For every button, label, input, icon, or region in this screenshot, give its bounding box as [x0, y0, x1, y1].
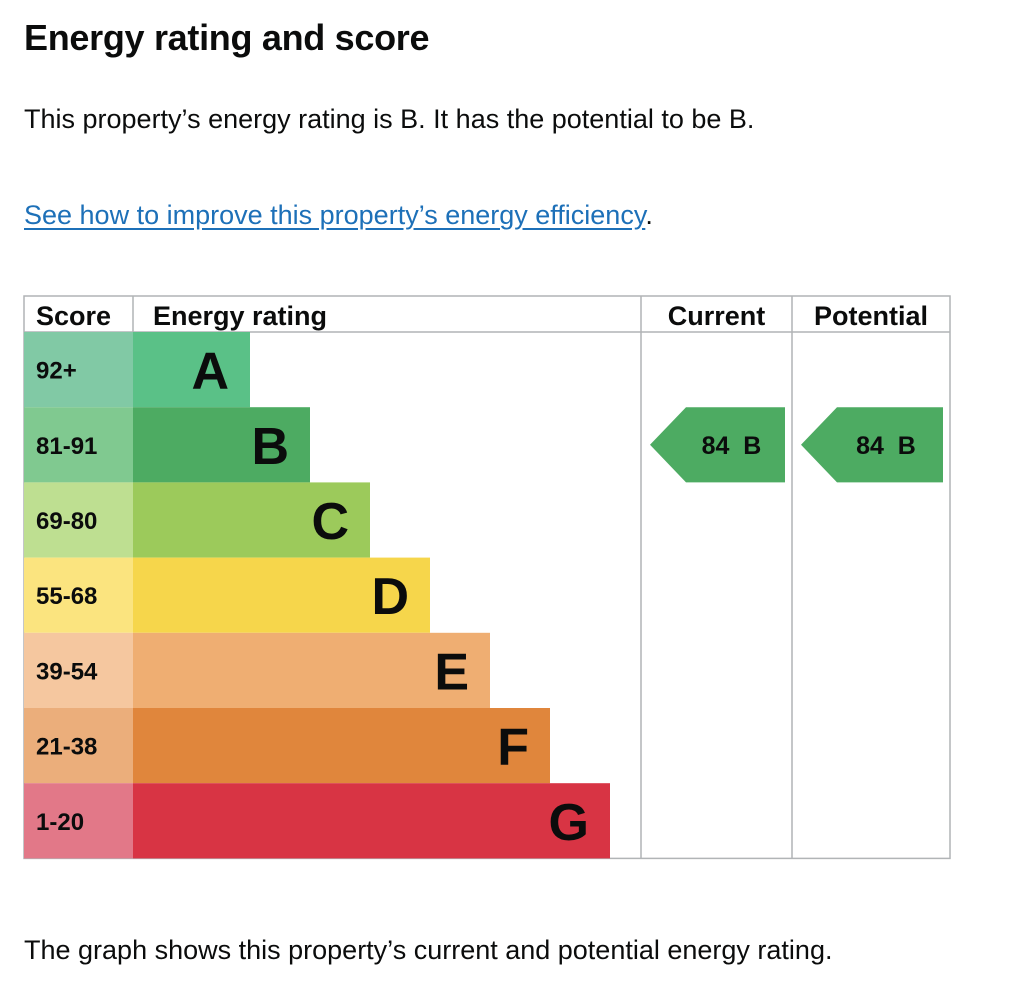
rating-letter-f: F — [497, 719, 529, 777]
rating-letter-c: C — [311, 493, 349, 551]
rating-bar-f — [133, 708, 550, 784]
rating-bar-d — [133, 557, 430, 633]
improve-line: See how to improve this property’s energ… — [24, 197, 653, 233]
rating-pointers: 84 B 84 B — [650, 407, 943, 483]
header-current: Current — [668, 301, 766, 331]
chart-caption: The graph shows this property’s current … — [24, 935, 833, 965]
score-cell-a — [24, 332, 133, 408]
rating-bar-g — [133, 783, 610, 859]
rating-bar-e — [133, 632, 490, 708]
score-range-e: 39-54 — [36, 658, 98, 685]
score-cell-g — [24, 783, 133, 859]
rating-bar-b — [133, 407, 310, 483]
rating-letter-b: B — [251, 418, 289, 476]
header-energy-rating: Energy rating — [153, 301, 327, 331]
score-range-d: 55-68 — [36, 583, 97, 610]
current-rating-label: 84 B — [702, 432, 762, 460]
score-range-b: 81-91 — [36, 433, 97, 460]
improve-link-period: . — [645, 200, 653, 230]
current-rating-arrow — [650, 407, 785, 483]
chart-headers: Score Energy rating Current Potential — [36, 301, 928, 331]
score-cell-e — [24, 632, 133, 708]
score-cell-f — [24, 708, 133, 784]
score-range-a: 92+ — [36, 358, 77, 385]
score-range-c: 69-80 — [36, 508, 97, 535]
score-cell-d — [24, 557, 133, 633]
header-score: Score — [36, 301, 111, 331]
rating-bar-a — [133, 332, 250, 408]
rating-letter-e: E — [434, 643, 469, 701]
chart-grid — [23, 295, 951, 860]
potential-rating-label: 84 B — [856, 432, 916, 460]
score-range-g: 1-20 — [36, 809, 84, 836]
page-title: Energy rating and score — [24, 17, 430, 58]
score-range-f: 21-38 — [36, 734, 97, 761]
rating-bands: 92+ A 81-91 B 69-80 C 55-68 D 39-54 E 21-38 F 1-20 G — [24, 332, 610, 859]
rating-letter-a: A — [191, 343, 229, 401]
rating-bar-c — [133, 482, 370, 558]
score-cell-c — [24, 482, 133, 558]
rating-summary: This property’s energy rating is B. It h… — [24, 104, 755, 134]
potential-rating-arrow — [801, 407, 943, 483]
improve-efficiency-link[interactable]: See how to improve this property’s energ… — [24, 200, 646, 230]
rating-letter-g: G — [549, 794, 589, 852]
header-potential: Potential — [814, 301, 928, 331]
score-cell-b — [24, 407, 133, 483]
rating-letter-d: D — [371, 568, 409, 626]
